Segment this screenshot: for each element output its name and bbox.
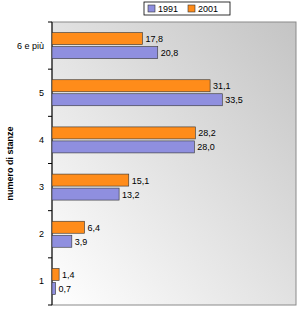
data-label: 3,9 (75, 237, 88, 247)
data-labels: 0,7 1,4 3,96,4 13,2 15,1 28,0 28,2 33,5 31,1 20,8… (59, 34, 243, 294)
legend-swatch (148, 5, 155, 12)
data-label: 31,1 (213, 81, 231, 91)
y-axis-title: numero di stanze (5, 126, 15, 200)
bar (52, 47, 158, 59)
data-label: 17,8 (145, 34, 163, 44)
category-tick (48, 116, 52, 117)
bar (52, 268, 59, 280)
category-tick (48, 69, 52, 70)
bar (52, 141, 194, 153)
category-tick (48, 210, 52, 211)
data-label: 6,4 (88, 223, 101, 233)
plot-area (52, 22, 296, 305)
legend-label: 1991 (158, 4, 178, 14)
data-label: 1,4 (62, 270, 75, 280)
legend: 1991 2001 (144, 2, 230, 15)
data-label: 13,2 (122, 190, 140, 200)
bar (52, 174, 129, 186)
legend-box (144, 2, 230, 15)
bar (52, 282, 56, 294)
category-label: 5 (39, 88, 44, 98)
data-label: 20,8 (161, 48, 179, 58)
data-label: 15,1 (132, 176, 150, 186)
legend-swatch (188, 5, 195, 12)
category-label: 4 (39, 135, 44, 145)
category-label: 2 (39, 229, 44, 239)
data-label: 28,0 (197, 142, 215, 152)
category-tick (48, 257, 52, 258)
chart-container: 0,7 1,4 3,96,4 13,2 15,1 28,0 28,2 33,5 31,1 20,8… (0, 0, 302, 310)
category-tick (48, 305, 52, 306)
chart-svg: 0,7 1,4 3,96,4 13,2 15,1 28,0 28,2 33,5 31,1 20,8… (0, 0, 302, 310)
data-label: 33,5 (225, 95, 243, 105)
data-label: 28,2 (198, 128, 216, 138)
category-tick (48, 163, 52, 164)
bar (52, 188, 119, 200)
bar (52, 221, 85, 233)
bar (52, 127, 195, 139)
bars (52, 33, 222, 295)
category-axis: 1 2 3 4 5 6 e più (17, 22, 52, 305)
bar (52, 235, 72, 247)
category-label: 1 (39, 276, 44, 286)
bar (52, 33, 142, 45)
category-label: 6 e più (17, 41, 44, 51)
bar (52, 94, 222, 106)
legend-label: 2001 (198, 4, 218, 14)
data-label: 0,7 (59, 284, 72, 294)
category-label: 3 (39, 182, 44, 192)
category-tick (48, 22, 52, 23)
bar (52, 80, 210, 92)
